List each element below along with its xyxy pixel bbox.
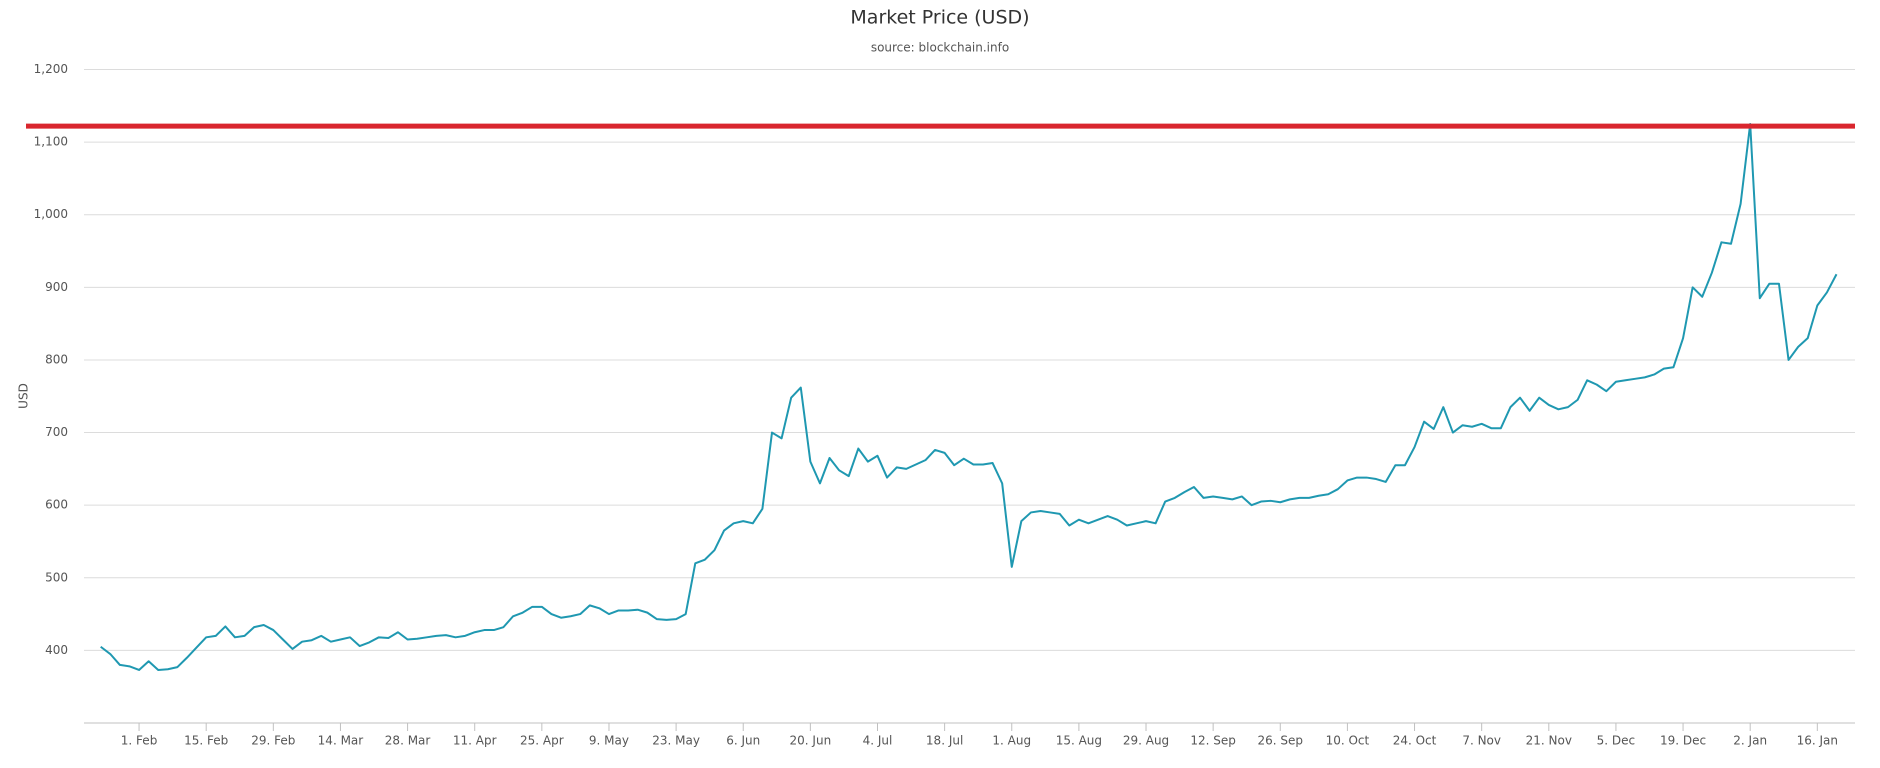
x-tick-label: 6. Jun (726, 734, 760, 748)
y-tick-label: 600 (45, 498, 68, 512)
x-tick-label: 14. Mar (318, 734, 364, 748)
y-axis-label: USD (17, 383, 31, 409)
y-tick-label: 700 (45, 425, 68, 439)
x-tick-label: 20. Jun (790, 734, 832, 748)
x-tick-label: 16. Jan (1797, 734, 1838, 748)
x-tick-label: 9. May (589, 734, 629, 748)
x-tick-label: 11. Apr (453, 734, 497, 748)
x-tick-label: 24. Oct (1393, 734, 1437, 748)
x-tick-label: 19. Dec (1660, 734, 1706, 748)
y-tick-label: 1,100 (34, 135, 68, 149)
x-tick-label: 29. Feb (251, 734, 295, 748)
x-tick-label: 1. Feb (121, 734, 158, 748)
x-tick-label: 26. Sep (1258, 734, 1304, 748)
chart-title: Market Price (USD) (850, 7, 1029, 29)
x-tick-label: 25. Apr (520, 734, 564, 748)
x-tick-label: 12. Sep (1190, 734, 1236, 748)
y-tick-label: 500 (45, 570, 68, 584)
x-tick-label: 4. Jul (863, 734, 893, 748)
y-tick-label: 400 (45, 643, 68, 657)
x-tick-label: 15. Feb (184, 734, 228, 748)
x-tick-label: 18. Jul (926, 734, 963, 748)
y-tick-label: 1,000 (34, 207, 68, 221)
x-tick-label: 5. Dec (1597, 734, 1635, 748)
x-tick-label: 21. Nov (1526, 734, 1572, 748)
x-tick-label: 28. Mar (385, 734, 431, 748)
y-tick-label: 900 (45, 280, 68, 294)
x-tick-label: 7. Nov (1462, 734, 1501, 748)
x-tick-label: 29. Aug (1123, 734, 1169, 748)
x-tick-label: 1. Aug (992, 734, 1031, 748)
x-tick-label: 10. Oct (1326, 734, 1370, 748)
y-tick-label: 800 (45, 352, 68, 366)
chart-subtitle: source: blockchain.info (871, 41, 1009, 55)
y-tick-label: 1,200 (34, 62, 68, 76)
price-line (100, 122, 1838, 671)
x-tick-label: 15. Aug (1056, 734, 1102, 748)
x-tick-label: 23. May (652, 734, 700, 748)
x-tick-label: 2. Jan (1733, 734, 1767, 748)
